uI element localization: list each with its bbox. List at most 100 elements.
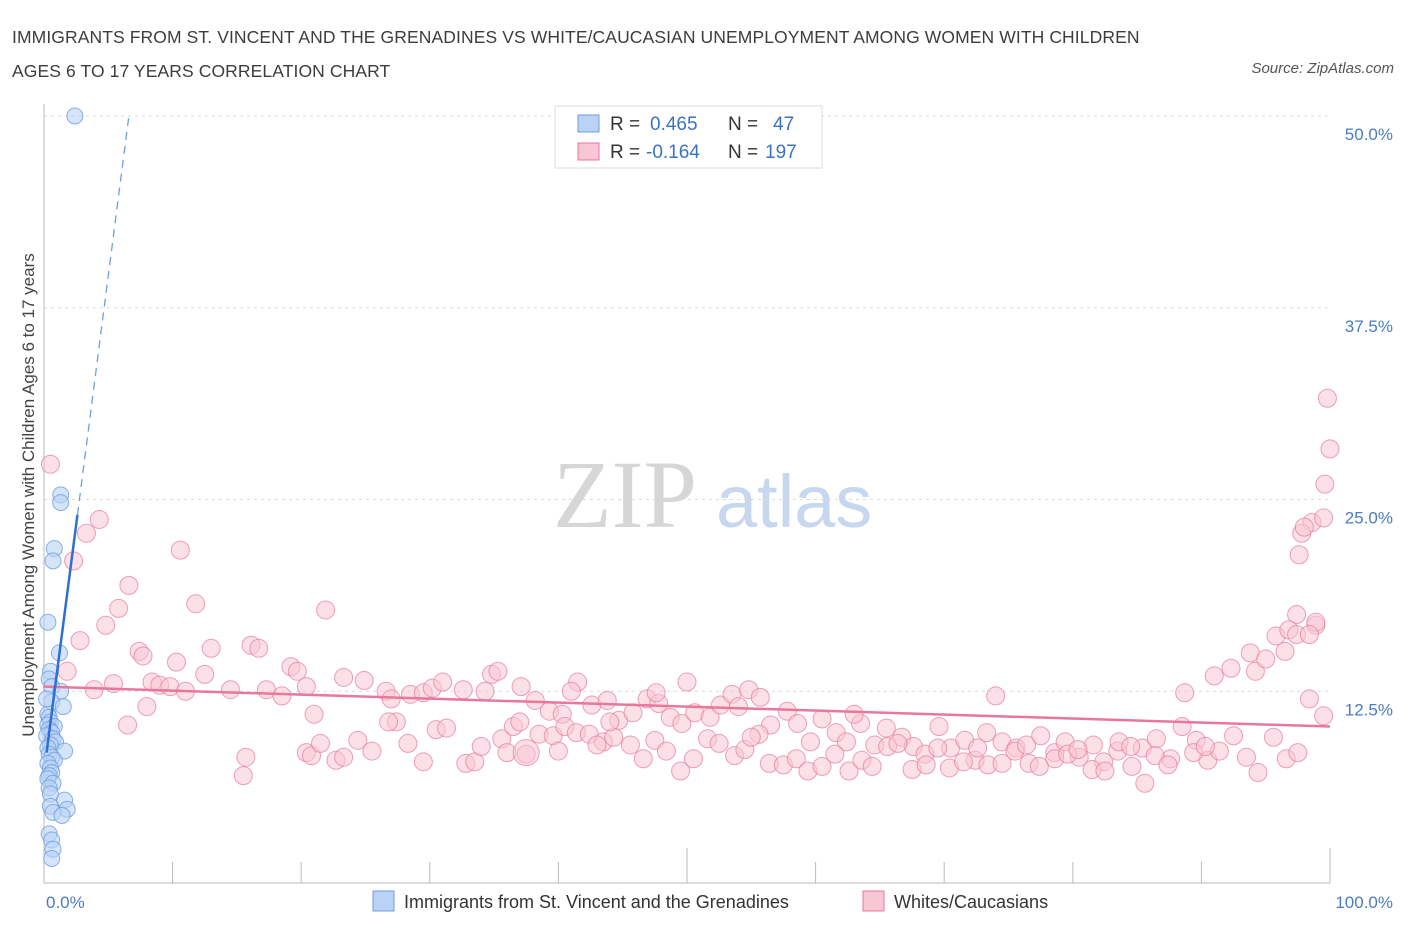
series-immigrants-points <box>38 107 84 867</box>
point-whites-160 <box>709 733 729 753</box>
point-whites-192 <box>1121 736 1141 756</box>
point-whites-185 <box>1029 756 1049 776</box>
point-whites-92 <box>1172 717 1192 737</box>
point-immigrants-41 <box>53 807 71 825</box>
point-whites-0 <box>40 454 60 474</box>
point-whites-31 <box>296 677 316 697</box>
point-immigrants-2 <box>52 494 70 512</box>
point-whites-120 <box>1320 439 1340 459</box>
point-whites-209 <box>587 735 607 755</box>
point-immigrants-12 <box>54 698 72 716</box>
point-whites-142 <box>471 736 491 756</box>
point-whites-122 <box>1289 545 1309 565</box>
legend: R = 0.465 N = 47 R = -0.164 N = 197 <box>554 105 823 169</box>
legend-n-label-2: N = <box>728 142 758 163</box>
y-tick-label-3: 50.0% <box>1345 125 1393 144</box>
point-whites-62 <box>788 713 808 733</box>
point-whites-136 <box>398 733 418 753</box>
bottom-legend-label-pink: Whites/Caucasians <box>894 892 1048 912</box>
y-axis-label: Unemployment Among Women with Children A… <box>19 253 38 737</box>
point-whites-179 <box>953 752 973 772</box>
x-tick-label-min: 0.0% <box>46 893 85 912</box>
bottom-legend-swatch-pink <box>862 890 885 912</box>
point-immigrants-5 <box>39 613 57 631</box>
point-whites-199 <box>677 672 697 692</box>
point-whites-109 <box>1256 649 1276 669</box>
point-whites-203 <box>844 704 864 724</box>
bottom-legend: Immigrants from St. Vincent and the Gren… <box>372 890 1048 912</box>
point-whites-190 <box>1095 761 1115 781</box>
point-whites-134 <box>362 741 382 761</box>
point-whites-133 <box>348 730 368 750</box>
point-whites-38 <box>453 680 473 700</box>
point-whites-172 <box>862 756 882 776</box>
point-whites-13 <box>201 638 221 658</box>
point-whites-3 <box>64 551 84 571</box>
point-whites-101 <box>1288 743 1308 763</box>
point-whites-211 <box>741 727 761 747</box>
point-whites-98 <box>1248 763 1268 783</box>
point-whites-117 <box>1314 508 1334 528</box>
point-whites-204 <box>728 697 748 717</box>
point-whites-127 <box>233 766 253 786</box>
point-whites-156 <box>656 741 676 761</box>
y-tick-label-2: 37.5% <box>1345 317 1393 336</box>
point-whites-2 <box>89 509 109 529</box>
point-whites-112 <box>1287 605 1307 625</box>
point-whites-169 <box>825 744 845 764</box>
point-whites-208 <box>272 686 292 706</box>
point-whites-18 <box>195 664 215 684</box>
point-whites-90 <box>1146 729 1166 749</box>
legend-r-label-2: R = <box>610 142 640 163</box>
point-whites-63 <box>800 732 820 752</box>
point-whites-176 <box>916 755 936 775</box>
point-whites-200 <box>646 683 666 703</box>
series-whites-points <box>40 388 1340 793</box>
point-whites-139 <box>437 718 457 738</box>
point-whites-210 <box>334 747 354 767</box>
watermark-zip: ZIP <box>553 441 697 548</box>
point-whites-137 <box>413 752 433 772</box>
point-whites-215 <box>304 704 324 724</box>
point-whites-157 <box>671 761 691 781</box>
point-whites-154 <box>633 749 653 769</box>
point-whites-large <box>512 739 540 767</box>
point-immigrants-4 <box>44 552 62 570</box>
point-whites-1 <box>76 523 96 543</box>
point-whites-96 <box>1224 726 1244 746</box>
point-whites-10 <box>70 631 90 651</box>
point-whites-205 <box>548 741 568 761</box>
trend-line-immigrants-extension <box>76 115 130 515</box>
point-whites-81 <box>1031 726 1051 746</box>
point-whites-207 <box>561 681 581 701</box>
point-whites-131 <box>310 733 330 753</box>
point-whites-5 <box>119 575 139 595</box>
point-whites-198 <box>986 686 1006 706</box>
point-whites-194 <box>1145 746 1165 766</box>
y-tick-label-0: 12.5% <box>1345 700 1393 719</box>
watermark-atlas: atlas <box>716 460 872 543</box>
grid <box>44 115 1330 692</box>
legend-n-label-1: N = <box>728 114 758 135</box>
point-whites-158 <box>683 749 703 769</box>
y-tick-label-1: 25.0% <box>1345 509 1393 528</box>
point-whites-11 <box>57 661 77 681</box>
point-whites-7 <box>186 594 206 614</box>
point-whites-125 <box>1299 624 1319 644</box>
point-whites-64 <box>812 709 832 729</box>
point-whites-202 <box>379 712 399 732</box>
point-whites-126 <box>118 715 138 735</box>
point-whites-153 <box>620 735 640 755</box>
bottom-legend-swatch-blue <box>372 890 395 912</box>
legend-n-value-2: 197 <box>765 142 797 163</box>
legend-r-value-1: 0.465 <box>650 114 698 135</box>
point-whites-97 <box>1236 747 1256 767</box>
point-whites-104 <box>1175 683 1195 703</box>
chart-title: IMMIGRANTS FROM ST. VINCENT AND THE GREN… <box>12 27 1140 81</box>
bottom-legend-label-blue: Immigrants from St. Vincent and the Gren… <box>404 892 789 912</box>
point-whites-69 <box>876 718 896 738</box>
x-tick-label-max: 100.0% <box>1335 893 1393 912</box>
point-whites-166 <box>786 749 806 769</box>
point-whites-21 <box>334 667 354 687</box>
